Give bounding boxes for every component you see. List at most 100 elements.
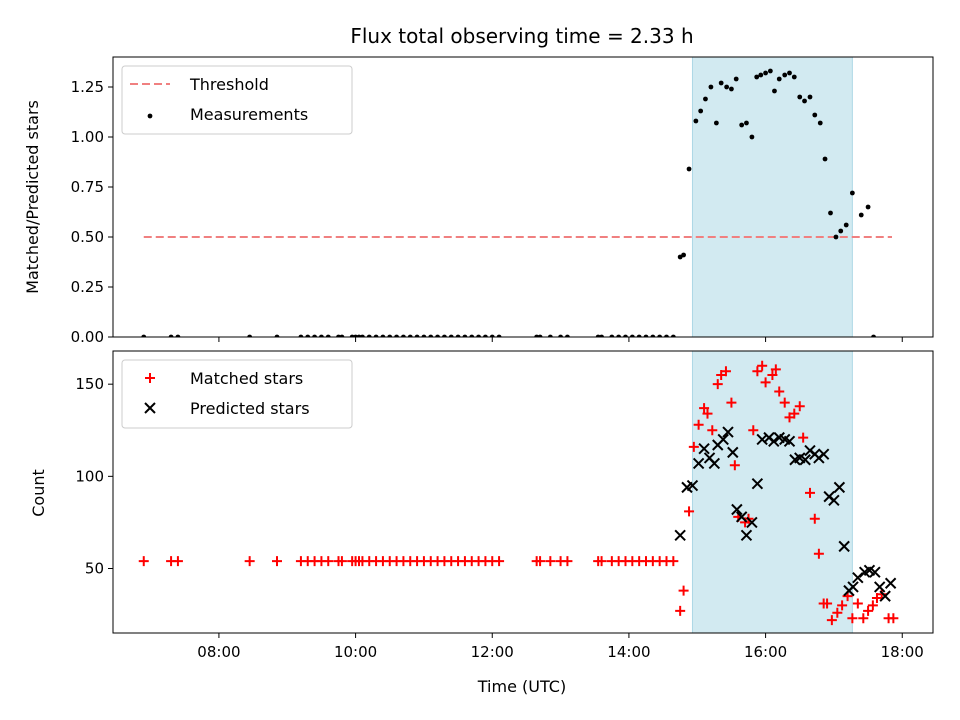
x-tick-label: 08:00: [197, 643, 240, 661]
shaded-observing-interval: [691, 56, 853, 338]
data-point: [787, 70, 792, 76]
legend-label: Threshold: [189, 75, 269, 94]
data-point: [636, 334, 642, 337]
legend-label: Matched stars: [190, 369, 303, 388]
data-point: [547, 334, 553, 337]
data-point: [138, 556, 149, 567]
y-tick-label: 0.25: [71, 278, 104, 296]
y-tick-label: 150: [75, 375, 104, 393]
legend-label: Predicted stars: [190, 399, 310, 418]
data-point: [401, 334, 406, 337]
data-point: [798, 432, 809, 443]
data-point: [746, 516, 758, 529]
legend-marker: [147, 113, 153, 119]
data-point: [847, 613, 858, 624]
axes-frame: [112, 350, 934, 634]
data-point: [744, 120, 749, 126]
data-point: [767, 369, 778, 380]
data-point: [722, 426, 734, 438]
data-point: [707, 425, 718, 436]
data-point: [729, 460, 740, 471]
data-point: [674, 529, 686, 542]
data-point: [305, 334, 311, 337]
data-point: [717, 433, 729, 446]
data-point: [483, 334, 488, 337]
data-point: [729, 86, 734, 92]
series-predicted-stars: [674, 426, 897, 602]
data-point: [312, 334, 317, 337]
data-point: [867, 600, 878, 611]
data-point: [455, 334, 461, 337]
data-point: [494, 556, 505, 567]
data-point: [718, 80, 724, 86]
data-point: [407, 334, 413, 337]
data-point: [675, 605, 686, 616]
data-point: [496, 334, 502, 337]
y-tick-label: 50: [85, 559, 104, 577]
data-point: [843, 222, 849, 228]
data-point: [797, 94, 803, 100]
data-point: [537, 334, 543, 337]
data-point: [873, 581, 886, 593]
data-point: [748, 425, 759, 436]
y-tick-label: 1.00: [71, 128, 104, 146]
data-point: [794, 401, 805, 412]
x-axis-label: Time (UTC): [477, 677, 566, 696]
data-point: [380, 334, 386, 337]
data-point: [688, 441, 699, 452]
data-point: [774, 386, 785, 397]
data-point: [858, 613, 869, 624]
data-point: [720, 366, 731, 377]
data-point: [692, 457, 705, 470]
data-point: [760, 377, 771, 388]
data-point: [828, 210, 833, 216]
data-point: [599, 334, 604, 337]
chart-title: Flux total observing time = 2.33 h: [350, 24, 693, 48]
data-point: [698, 442, 710, 455]
data-point: [686, 166, 692, 172]
data-point: [141, 334, 147, 337]
data-point: [366, 334, 372, 337]
data-point: [394, 334, 399, 337]
data-point: [650, 334, 656, 337]
data-point: [724, 84, 730, 90]
y-tick-label: 100: [75, 467, 104, 485]
data-point: [428, 334, 434, 337]
bottom-panel: 08:00 10:00 12:00 14:00 16:00 18:00 50 100 150 Ma…: [75, 350, 934, 661]
data-point: [770, 364, 781, 375]
data-point: [535, 556, 546, 567]
data-point: [476, 334, 481, 337]
data-point: [442, 334, 447, 337]
y-tick-label: 0.50: [71, 228, 104, 246]
data-point: [740, 529, 753, 542]
data-point: [852, 598, 863, 609]
bottom-y-axis-label: Count: [29, 469, 48, 517]
data-point: [809, 513, 820, 524]
legend-label: Measurements: [190, 105, 308, 124]
data-point: [657, 334, 663, 337]
data-point: [751, 477, 764, 490]
data-point: [664, 334, 669, 337]
data-point: [703, 96, 708, 102]
data-point: [817, 448, 830, 460]
data-point: [890, 0, 895, 2]
data-point: [799, 454, 811, 466]
data-point: [807, 94, 813, 100]
data-point: [757, 360, 768, 371]
data-point: [175, 334, 181, 337]
data-point: [849, 190, 855, 196]
data-point: [826, 615, 837, 626]
data-point: [708, 457, 721, 470]
plot-area: [141, 0, 895, 337]
data-point: [298, 334, 304, 337]
data-point: [702, 408, 713, 419]
data-point: [596, 556, 607, 567]
data-point: [629, 334, 635, 337]
data-point: [712, 379, 723, 390]
data-point: [172, 556, 183, 567]
data-point: [670, 334, 676, 337]
data-point: [319, 334, 324, 337]
data-point: [325, 334, 331, 337]
data-point: [244, 556, 255, 567]
data-point: [847, 581, 859, 593]
